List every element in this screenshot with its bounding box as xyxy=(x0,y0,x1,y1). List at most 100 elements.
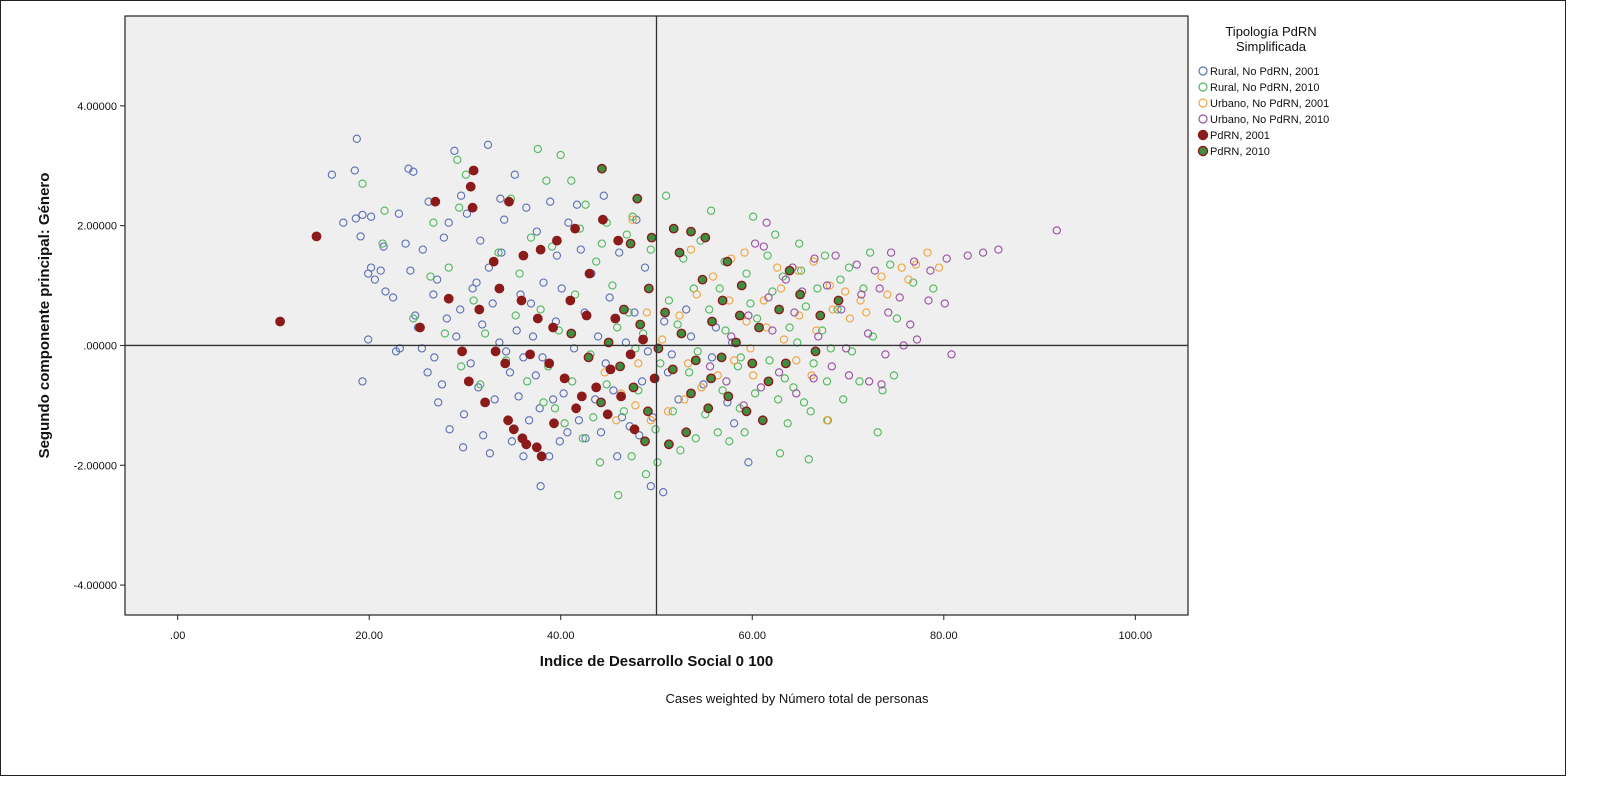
legend-marker xyxy=(1197,129,1209,141)
data-point xyxy=(813,284,822,293)
legend-marker xyxy=(1198,82,1208,92)
data-point xyxy=(570,290,580,299)
data-point xyxy=(563,428,572,437)
data-point xyxy=(557,284,566,293)
data-point xyxy=(904,275,913,284)
data-point xyxy=(810,346,821,357)
data-point xyxy=(327,170,337,179)
data-point xyxy=(500,215,509,224)
data-point xyxy=(523,377,532,386)
data-point xyxy=(703,403,714,414)
data-point xyxy=(352,134,361,143)
axes: .00 20.00 40.00 60.00 80.00 100.00 -4.00000 -2.… xyxy=(74,101,1153,642)
data-point xyxy=(825,281,834,290)
data-point xyxy=(429,290,438,299)
data-point xyxy=(462,209,472,218)
data-point xyxy=(844,263,854,272)
data-point xyxy=(640,436,650,447)
data-point xyxy=(715,284,724,293)
data-point xyxy=(388,293,398,302)
data-point xyxy=(430,196,441,207)
data-point xyxy=(725,437,734,446)
data-point xyxy=(857,290,866,299)
data-points xyxy=(275,134,1061,500)
data-point xyxy=(799,398,809,407)
data-point xyxy=(707,353,717,362)
data-point xyxy=(718,386,727,395)
legend-marker xyxy=(1198,66,1208,76)
data-point xyxy=(631,344,640,353)
data-point xyxy=(727,332,736,341)
data-point xyxy=(616,391,626,402)
data-point xyxy=(721,326,730,335)
data-point xyxy=(583,352,594,363)
data-point xyxy=(505,368,515,377)
data-point xyxy=(963,251,972,260)
data-point xyxy=(497,248,506,257)
data-point xyxy=(637,377,647,386)
data-point xyxy=(364,269,373,278)
data-point xyxy=(886,260,895,269)
data-point xyxy=(311,231,322,242)
data-point xyxy=(733,362,743,371)
data-point xyxy=(680,395,689,404)
data-point xyxy=(855,377,864,386)
data-point xyxy=(722,377,731,386)
data-point xyxy=(456,362,466,371)
x-tick-label: 60.00 xyxy=(739,630,767,642)
data-point xyxy=(897,263,906,272)
data-point xyxy=(886,248,896,257)
data-point xyxy=(531,442,542,453)
data-point xyxy=(778,272,788,281)
data-point xyxy=(609,386,618,395)
data-point xyxy=(358,377,367,386)
data-point xyxy=(433,275,442,284)
data-point xyxy=(895,293,904,302)
data-point xyxy=(801,302,811,311)
data-point xyxy=(731,337,741,348)
data-point xyxy=(750,389,760,398)
data-point xyxy=(646,416,655,425)
data-point xyxy=(646,482,655,491)
data-point xyxy=(663,407,673,416)
data-point xyxy=(484,263,494,272)
data-point xyxy=(744,311,753,320)
data-point xyxy=(759,242,768,251)
data-point xyxy=(602,409,613,420)
data-point xyxy=(437,380,447,389)
data-point xyxy=(812,326,821,335)
data-point xyxy=(409,314,418,323)
data-point xyxy=(548,322,558,333)
data-point xyxy=(675,311,684,320)
data-point xyxy=(576,245,585,254)
y-tick-label: 4.00000 xyxy=(77,101,117,113)
data-point xyxy=(756,383,766,392)
data-point xyxy=(664,296,674,305)
data-point xyxy=(734,310,745,321)
data-point xyxy=(515,269,524,278)
data-point xyxy=(555,437,564,446)
data-point xyxy=(1052,226,1061,235)
data-point xyxy=(873,428,882,437)
data-point xyxy=(596,428,606,437)
data-point xyxy=(444,263,453,272)
data-point xyxy=(450,146,459,155)
footnote: Cases weighted by Número total de person… xyxy=(665,691,929,706)
data-point xyxy=(519,452,528,461)
data-point xyxy=(844,371,854,380)
data-point xyxy=(608,281,617,290)
data-point xyxy=(909,257,919,266)
data-point xyxy=(676,328,687,339)
data-point xyxy=(574,416,584,425)
data-point xyxy=(434,398,443,407)
data-point xyxy=(380,206,389,215)
data-point xyxy=(415,322,425,333)
data-point xyxy=(539,398,548,407)
data-point xyxy=(544,358,555,369)
data-point xyxy=(445,425,454,434)
data-point xyxy=(468,165,479,176)
data-point xyxy=(603,337,614,348)
data-point xyxy=(740,428,749,437)
data-point xyxy=(831,251,840,260)
